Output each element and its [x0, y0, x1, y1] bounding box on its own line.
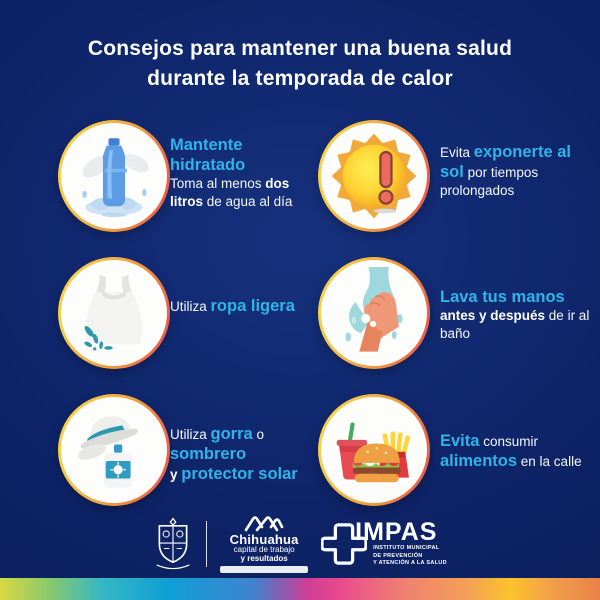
chihuahua-coat-of-arms	[153, 517, 193, 571]
street-food-icon	[336, 422, 411, 483]
chihuahua-tagline-2: y resultados	[240, 553, 288, 563]
title-line-1: Consejos para mantener una buena salud	[87, 37, 513, 61]
tip-hydration-bold: dos litros	[170, 176, 290, 209]
tip-light-clothing-text: Utiliza ropa ligera	[170, 296, 312, 316]
rainbow-stripe	[0, 578, 600, 600]
tip-clothing-accent: ropa ligera	[210, 297, 295, 315]
hat-sunscreen-badge	[58, 394, 170, 506]
tip-sun-pre: Evita	[440, 145, 474, 160]
sun-exposure-badge	[318, 120, 430, 232]
title-line-2: durante la temporada de calor	[147, 67, 453, 91]
tip-sun-post: por tiempos prolongados	[440, 165, 539, 199]
chihuahua-wordmark: Chihuahua	[229, 531, 299, 547]
impas-logo-block: IMPAS INSTITUTO MUNICIPAL DE PREVENCIÓN …	[321, 520, 447, 567]
hand-washing-icon	[345, 267, 403, 352]
tip-hat-pre: Utiliza	[170, 427, 211, 442]
tip-food-mid: consumir	[479, 434, 538, 449]
tip-street-food-text: Evita consumir alimentos en la calle	[440, 431, 600, 471]
water-bottle-icon	[82, 138, 149, 218]
impas-acronym: IMPAS	[355, 518, 438, 547]
tip-food-accent-1: Evita	[440, 432, 480, 450]
impas-cross-icon	[321, 523, 368, 565]
page-title: Consejos para mantener una buena salud d…	[0, 34, 600, 94]
street-food-badge	[318, 394, 430, 506]
sun-warning-icon	[331, 133, 417, 219]
tip-handwash-body: de ir al baño	[440, 308, 590, 341]
sun-exposure-badge-inner	[321, 123, 427, 229]
chihuahua-logo-block: Chihuahua capital de trabajo y resultado…	[220, 515, 309, 574]
tip-food-accent-2: alimentos	[440, 452, 518, 471]
footer: Chihuahua capital de trabajo y resultado…	[0, 512, 600, 576]
hand-washing-badge-inner	[321, 260, 427, 366]
light-clothing-badge-inner	[61, 260, 167, 366]
tip-hat-sunscreen-text: Utiliza gorra o sombrero y protector sol…	[170, 424, 316, 484]
impas-subtitle: INSTITUTO MUNICIPAL DE PREVENCIÓN Y ATEN…	[373, 545, 447, 567]
tip-handwash-bold: antes y después	[440, 308, 546, 324]
tip-hydration-body-end: de agua al día	[203, 193, 293, 209]
chihuahua-banner-strip	[220, 566, 309, 574]
light-clothing-badge	[58, 257, 170, 369]
tip-hydration-body: Toma al menos	[170, 176, 266, 192]
cap-sunscreen-badge-inner	[61, 397, 167, 503]
light-clothing-icon	[84, 274, 143, 351]
impas-subtitle-2: DE PREVENCIÓN	[373, 552, 423, 559]
tip-handwash-heading: Lava tus manos	[440, 288, 565, 306]
tip-food-post: en la calle	[517, 454, 582, 470]
hand-washing-badge	[318, 257, 430, 369]
cap-sunscreen-icon	[77, 416, 138, 488]
tip-hand-washing-text: Lava tus manos antes y después de ir al …	[440, 287, 598, 342]
tip-clothing-pre: Utiliza	[170, 299, 211, 314]
chihuahua-m-icon	[244, 516, 284, 532]
tip-sun-exposure-text: Evita exponerte al sol por tiempos prolo…	[440, 142, 592, 200]
tip-hat-mid: o	[252, 427, 264, 442]
street-food-badge-inner	[321, 397, 427, 503]
tip-hydration-text: Mantente hidratado Toma al menos dos lit…	[170, 135, 304, 210]
tip-hat-accent-2: sombrero	[170, 445, 247, 464]
tip-hat-accent-3: protector solar	[181, 465, 298, 484]
impas-subtitle-1: INSTITUTO MUNICIPAL	[373, 545, 440, 552]
tip-hat-and: y	[170, 467, 182, 483]
tip-hat-accent-1: gorra	[210, 425, 253, 443]
tip-hydration-heading: Mantente hidratado	[170, 136, 246, 175]
hydration-badge	[58, 120, 170, 232]
impas-subtitle-3: Y ATENCIÓN A LA SALUD	[373, 560, 447, 567]
coat-of-arms-icon	[156, 517, 190, 570]
footer-divider	[206, 521, 208, 567]
hydration-badge-inner	[61, 123, 167, 229]
tip-sun-accent: exponerte al sol	[440, 143, 571, 182]
impas-text-block: IMPAS INSTITUTO MUNICIPAL DE PREVENCIÓN …	[355, 520, 447, 567]
chihuahua-tagline-1: capital de trabajo	[233, 545, 295, 555]
